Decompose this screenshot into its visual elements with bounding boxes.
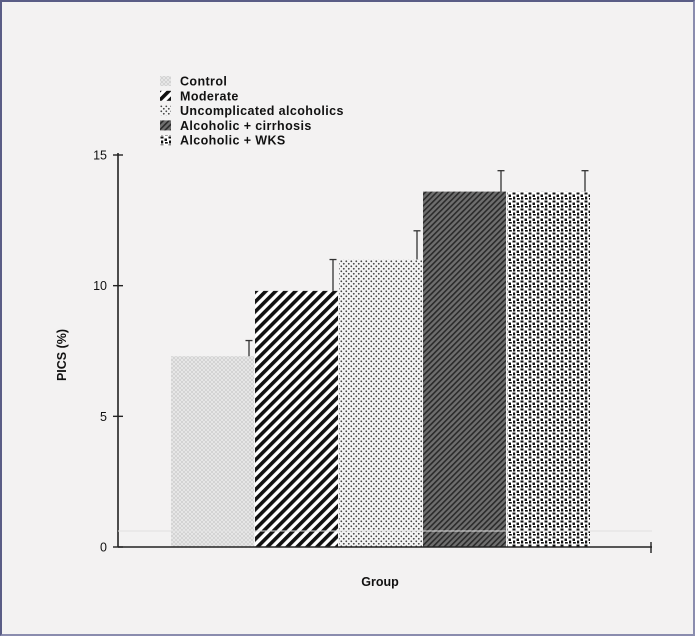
y-ticks: 0 5 10 15	[93, 149, 123, 555]
legend-swatch	[160, 135, 171, 146]
legend-swatch	[160, 76, 171, 86]
legend-label: Uncomplicated alcoholics	[180, 104, 344, 118]
legend-swatch	[160, 120, 171, 131]
bars-group	[171, 191, 590, 547]
error-bars-group	[245, 170, 589, 357]
axes	[117, 153, 652, 553]
bar	[423, 191, 506, 547]
y-tick-label: 10	[93, 279, 107, 293]
legend-label: Control	[180, 75, 227, 89]
legend-label: Alcoholic + cirrhosis	[180, 119, 312, 133]
x-axis-label: Group	[361, 575, 399, 589]
bar	[171, 356, 254, 547]
bar	[339, 259, 422, 547]
y-tick-label: 0	[100, 541, 107, 555]
bar	[507, 191, 590, 547]
y-tick-label: 5	[100, 410, 107, 424]
y-axis-label: PICS (%)	[55, 329, 69, 381]
bar	[255, 290, 338, 547]
y-tick-label: 15	[93, 149, 107, 163]
legend-swatch	[160, 90, 171, 101]
legend-swatch	[160, 105, 171, 116]
legend-label: Alcoholic + WKS	[180, 134, 286, 148]
legend-label: Moderate	[180, 89, 239, 103]
